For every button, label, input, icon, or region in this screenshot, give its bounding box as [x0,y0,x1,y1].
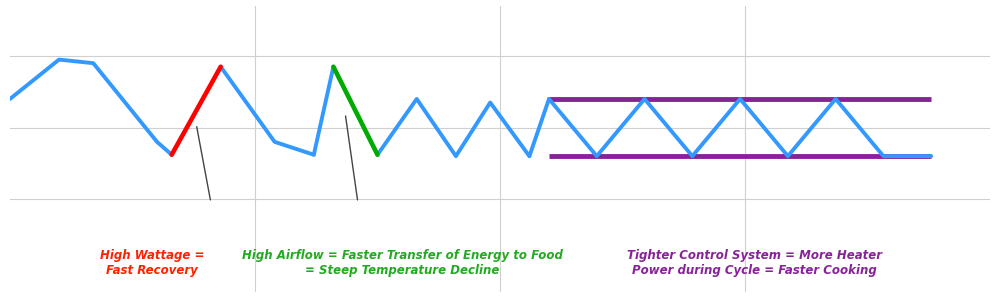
Text: High Airflow = Faster Transfer of Energy to Food
= Steep Temperature Decline: High Airflow = Faster Transfer of Energy… [242,249,562,277]
Text: High Wattage =
Fast Recovery: High Wattage = Fast Recovery [100,249,204,277]
Text: Tighter Control System = More Heater
Power during Cycle = Faster Cooking: Tighter Control System = More Heater Pow… [627,249,882,277]
